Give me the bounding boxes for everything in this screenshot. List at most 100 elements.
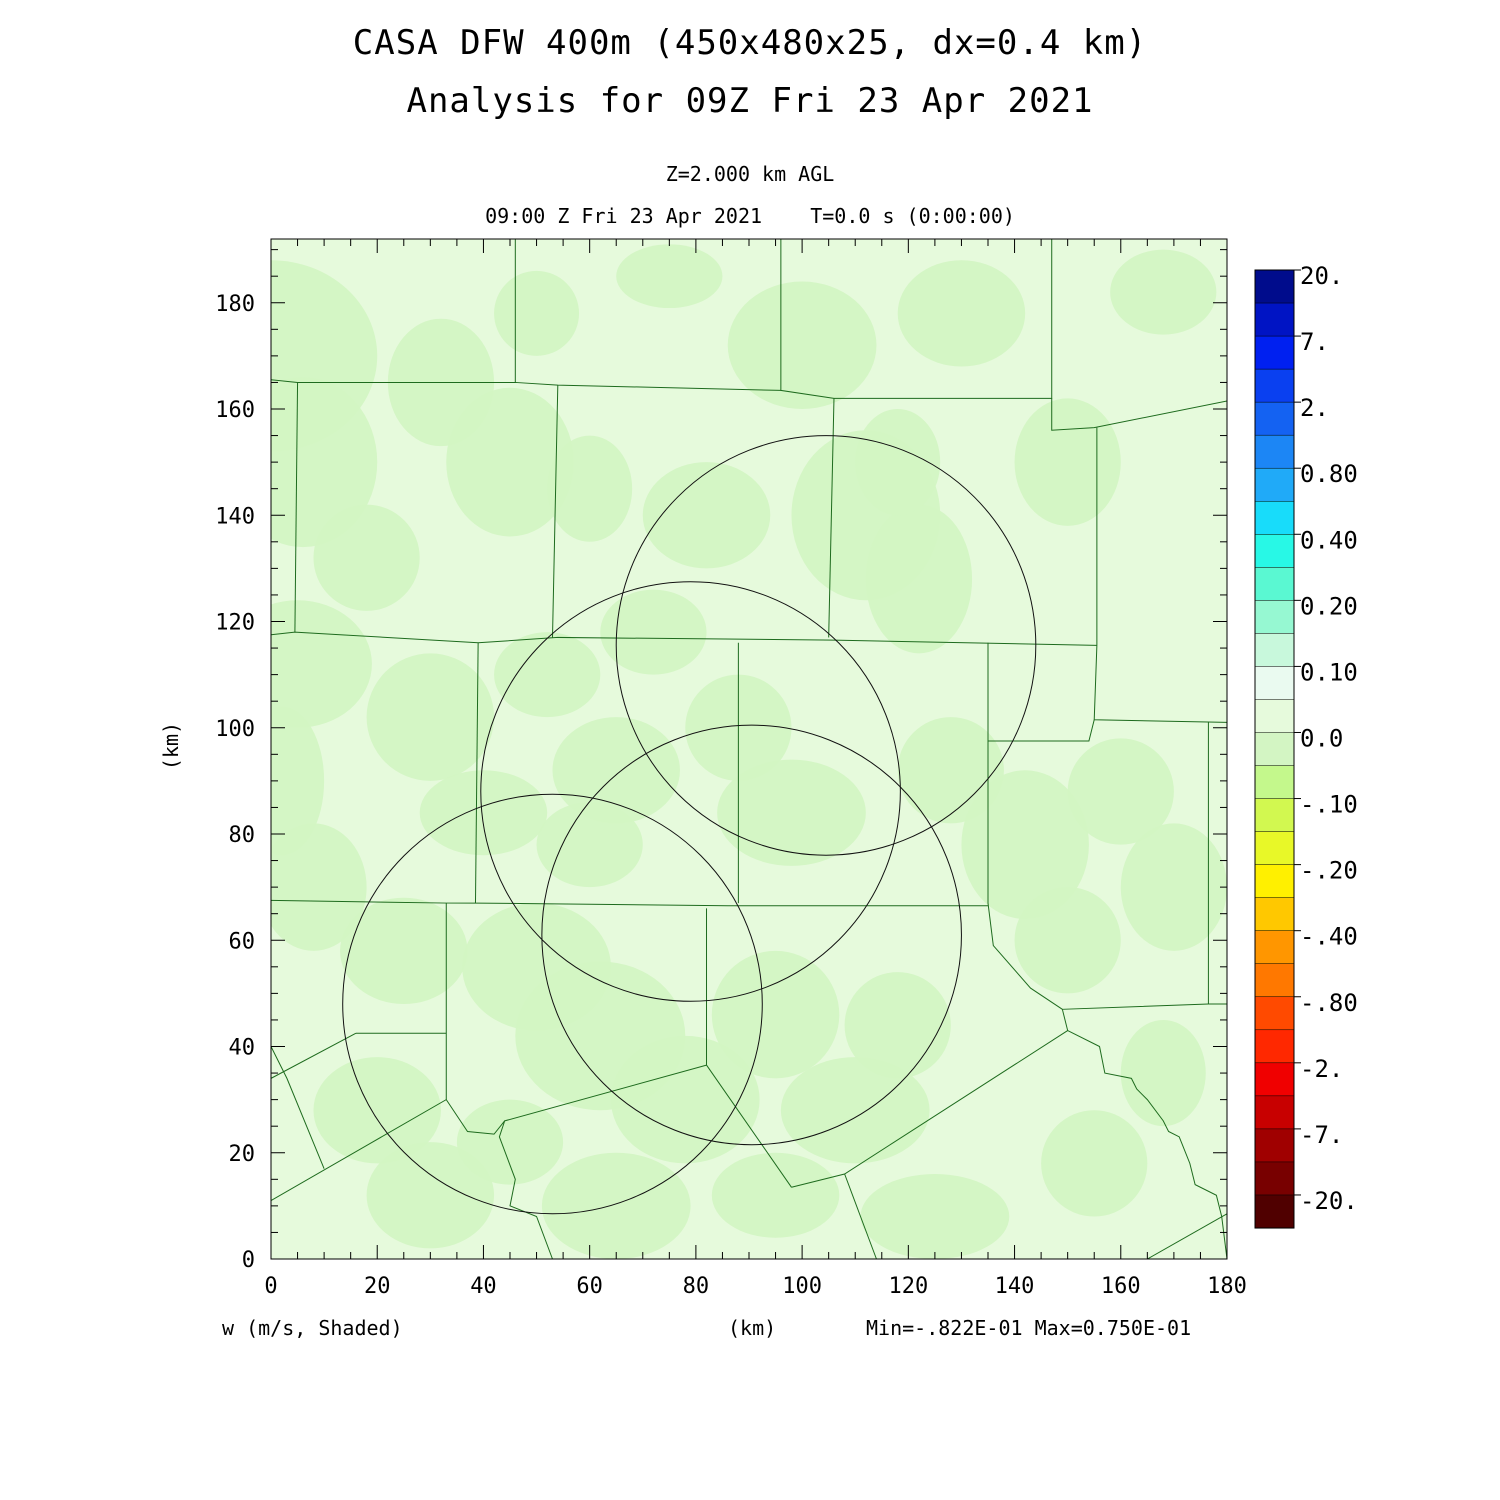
y-tick-label: 20 [229,1142,256,1167]
county-line [828,398,835,638]
colorbar-segment [1254,1161,1295,1196]
colorbar-label: -.80 [1300,989,1358,1017]
county-line [271,899,988,907]
field-patch [541,1152,691,1259]
county-line [1051,398,1227,431]
chart-title: CASA DFW 400m (450x480x25, dx=0.4 km) [352,23,1148,63]
colorbar-segment [1254,996,1295,1031]
county-line [987,642,1063,1010]
field-patch [844,972,951,1079]
county-line [271,1032,357,1079]
colorbar-segment [1254,666,1295,700]
colorbar-segment [1254,368,1295,403]
x-tick-label: 0 [264,1274,277,1299]
colorbar-segment [1254,269,1295,304]
county-line [1147,1213,1227,1259]
colorbar-segment [1254,897,1295,932]
colorbar-frame [1254,269,1295,1229]
colorbar-segment [1254,732,1295,767]
field-patch [860,1174,1010,1259]
county-line [988,719,1095,742]
field-patch [1014,398,1121,526]
county-line [1093,427,1227,723]
field-patch [642,462,771,569]
range-ring [541,724,962,1146]
field-patch [494,270,580,356]
field-patch [616,244,723,309]
x-tick-label: 120 [888,1274,928,1299]
county-line [780,239,835,399]
field-patch [313,1057,441,1164]
colorbar-label: -20. [1300,1187,1358,1215]
y-tick-label: 0 [242,1248,255,1273]
field-label: w (m/s, Shaded) [222,1316,403,1340]
county-line [474,642,479,904]
colorbar-segment [1254,963,1295,998]
x-tick-labels: 0 20 40 60 80 100 120 140 160 180 [264,1274,1247,1299]
colorbar-label: 7. [1300,328,1329,356]
colorbar-segment [1254,302,1295,337]
county-line [1061,1009,1227,1259]
x-axis-label: (km) [728,1316,777,1340]
field-patch [366,1142,495,1249]
colorbar-label: 0.80 [1300,460,1358,488]
county-line [498,1120,553,1259]
x-tick-label: 80 [683,1274,710,1299]
county-line [271,1064,707,1201]
y-tick-label: 40 [229,1036,256,1061]
colorbar-segment [1254,864,1295,899]
colorbar-segment [1254,1062,1295,1097]
field-patch [271,823,367,951]
colorbar-segment [1254,1029,1295,1064]
county-line [294,382,299,633]
x-tick-label: 40 [470,1274,497,1299]
field-patch [1110,249,1217,335]
county-line [551,385,559,638]
colorbar-segment [1254,500,1295,535]
field-patch [1120,823,1227,951]
field-patch [271,706,325,856]
colorbar-label: -.10 [1300,791,1358,819]
county-line [271,631,1097,646]
colorbar-label: 2. [1300,394,1329,422]
colorbar-label: -2. [1300,1055,1343,1083]
colorbar-label: 0.20 [1300,592,1358,620]
range-ring [480,581,901,1002]
field-patch [1120,1019,1206,1127]
colorbar-label: -.40 [1300,923,1358,951]
range-ring [342,793,763,1215]
min-max-label: Min=-.822E-01 Max=0.750E-01 [866,1316,1192,1340]
field-patch [855,409,941,516]
field-patch [600,589,707,675]
field-patch [456,1099,564,1185]
colorbar-segment [1254,633,1295,667]
y-tick-label: 80 [229,823,256,848]
county-line [844,1173,877,1259]
y-tick-label: 100 [215,717,255,742]
field-patch [1067,738,1174,845]
colorbar-segment [1254,1128,1295,1163]
field-patch [340,897,468,1004]
colorbar-segment [1254,600,1295,634]
county-boundaries [271,239,1227,1259]
colorbar-segment [1254,335,1295,370]
colorbar-label: 0.0 [1300,724,1343,752]
field-patch [717,759,866,866]
colorbar-label: -7. [1300,1121,1343,1149]
field-patch [1041,1110,1148,1217]
colorbar-segment [1254,534,1295,568]
field-patch [897,260,1026,367]
y-tick-label: 140 [215,504,255,529]
field-patch [711,1152,840,1238]
chart-subtitle: Analysis for 09Z Fri 23 Apr 2021 [406,81,1094,121]
field-patch [547,435,633,542]
axis-ticks [270,239,1228,1260]
y-tick-label: 160 [215,398,255,423]
colorbar-segment [1254,467,1295,502]
field-patch [610,1035,760,1164]
colorbar-segment [1254,798,1295,833]
x-tick-label: 140 [995,1274,1035,1299]
colorbar-label: -.20 [1300,857,1358,885]
colorbar-segment [1254,831,1295,866]
